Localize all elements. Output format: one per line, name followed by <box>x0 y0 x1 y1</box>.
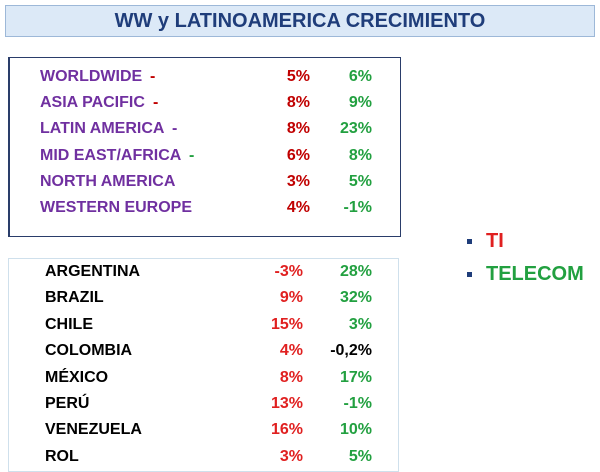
telecom-value: 10% <box>339 421 372 439</box>
country-name: COLOMBIA <box>45 342 133 360</box>
region-dash: - <box>150 68 156 85</box>
region-name: MID EAST/AFRICA <box>40 146 182 164</box>
country-name: BRAZIL <box>45 289 104 307</box>
telecom-value: -1% <box>343 199 372 216</box>
ti-value: 3% <box>286 172 310 190</box>
ti-value: 4% <box>286 199 310 216</box>
telecom-value: 28% <box>339 263 372 280</box>
telecom-value: 3% <box>348 315 372 333</box>
legend-label: TELECOM <box>486 263 584 285</box>
telecom-value: 6% <box>348 68 372 85</box>
telecom-value: 8% <box>348 146 372 164</box>
ti-value: -3% <box>274 263 303 280</box>
ti-value: 9% <box>279 289 303 307</box>
region-name: WORLDWIDE <box>40 68 143 85</box>
country-name: MÉXICO <box>45 368 109 386</box>
telecom-value: 23% <box>339 120 372 138</box>
region-name: LATIN AMERICA <box>40 120 165 138</box>
region-name: NORTH AMERICA <box>40 172 176 190</box>
ti-value: 16% <box>270 421 303 439</box>
legend-bullet <box>467 272 472 277</box>
region-dash: - <box>172 120 178 138</box>
ti-value: 5% <box>286 68 310 85</box>
region-name: WESTERN EUROPE <box>40 199 193 216</box>
region-dash: - <box>153 94 159 112</box>
telecom-value: -1% <box>343 395 372 412</box>
ti-value: 15% <box>270 315 303 333</box>
region-name: ASIA PACIFIC <box>40 94 145 112</box>
country-name: CHILE <box>45 315 93 333</box>
ti-value: 8% <box>286 94 310 112</box>
regions-box <box>8 57 401 237</box>
ti-value: 8% <box>279 368 303 386</box>
telecom-value: -0,2% <box>330 342 372 360</box>
telecom-value: 9% <box>348 94 372 112</box>
country-name: PERÚ <box>45 395 90 412</box>
ti-value: 4% <box>279 342 303 360</box>
ti-value: 3% <box>279 447 303 465</box>
telecom-value: 32% <box>339 289 372 307</box>
ti-value: 8% <box>286 120 310 138</box>
country-name: ARGENTINA <box>45 263 141 280</box>
telecom-value: 5% <box>348 447 372 465</box>
country-name: VENEZUELA <box>45 421 142 439</box>
legend-label: TI <box>486 230 504 252</box>
legend-bullet <box>467 239 472 244</box>
ti-value: 13% <box>270 395 303 412</box>
region-dash: - <box>189 146 195 164</box>
telecom-value: 5% <box>348 172 372 190</box>
telecom-value: 17% <box>339 368 372 386</box>
title-bar: WW y LATINOAMERICA CRECIMIENTO <box>5 5 595 37</box>
ti-value: 6% <box>286 146 310 164</box>
country-name: ROL <box>45 447 79 465</box>
